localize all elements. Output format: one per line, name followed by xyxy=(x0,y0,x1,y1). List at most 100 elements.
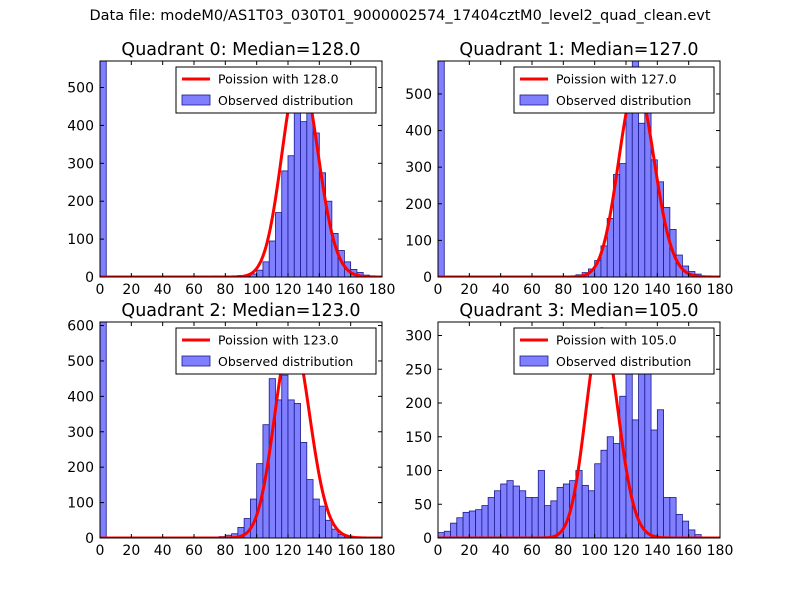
y-tick-label: 300 xyxy=(405,160,432,176)
y-tick-label: 0 xyxy=(85,270,94,286)
histogram-bar xyxy=(476,510,482,538)
histogram-bar xyxy=(257,270,263,277)
x-tick-label: 160 xyxy=(675,543,702,559)
x-tick-label: 140 xyxy=(644,282,671,298)
x-tick-label: 0 xyxy=(96,282,105,298)
panel-title: Quadrant 0: Median=128.0 xyxy=(121,40,360,60)
y-tick-label: 500 xyxy=(67,354,94,370)
histogram-bar xyxy=(519,491,525,538)
y-tick-label: 100 xyxy=(405,233,432,249)
x-tick-label: 0 xyxy=(96,543,105,559)
histogram-bar xyxy=(620,164,626,277)
x-tick-label: 100 xyxy=(581,282,608,298)
legend-entry-observed: Observed distribution xyxy=(218,93,353,108)
histogram-bar xyxy=(526,498,532,539)
x-tick-label: 180 xyxy=(369,282,396,298)
histogram-bar xyxy=(451,523,457,538)
histogram-bar xyxy=(551,501,557,538)
x-tick-label: 20 xyxy=(122,543,140,559)
histogram-bar xyxy=(657,410,663,538)
x-tick-label: 40 xyxy=(154,543,172,559)
x-tick-label: 60 xyxy=(523,543,541,559)
histogram-bar xyxy=(538,471,544,539)
y-tick-label: 200 xyxy=(405,197,432,213)
histogram-bar xyxy=(275,400,281,538)
histogram-bar xyxy=(326,520,332,538)
x-tick-label: 100 xyxy=(581,543,608,559)
legend: Poission with 123.0 Observed distribution xyxy=(176,328,376,374)
y-tick-label: 250 xyxy=(405,362,432,378)
histogram-bar xyxy=(613,444,619,539)
histogram-bar xyxy=(607,437,613,538)
legend-entry-observed: Observed distribution xyxy=(556,354,691,369)
histogram-bar xyxy=(488,498,494,539)
y-tick-label: 150 xyxy=(405,430,432,446)
y-tick-label: 300 xyxy=(67,425,94,441)
histogram-bar xyxy=(507,481,513,538)
legend-entry-model: Poission with 123.0 xyxy=(218,333,339,348)
x-tick-label: 0 xyxy=(434,543,443,559)
legend-bar-swatch xyxy=(182,95,210,105)
y-tick-label: 200 xyxy=(405,396,432,412)
y-tick-label: 50 xyxy=(414,497,432,513)
histogram-bar xyxy=(301,442,307,538)
x-tick-label: 80 xyxy=(216,282,234,298)
histogram-bar xyxy=(301,122,307,277)
figure-suptitle: Data file: modeM0/AS1T03_030T01_90000025… xyxy=(0,8,800,24)
y-tick-label: 400 xyxy=(67,118,94,134)
x-tick-label: 80 xyxy=(216,543,234,559)
x-tick-label: 100 xyxy=(243,282,270,298)
y-tick-label: 400 xyxy=(405,124,432,140)
y-tick-label: 200 xyxy=(67,460,94,476)
x-tick-label: 180 xyxy=(707,543,734,559)
y-tick-label: 500 xyxy=(405,87,432,103)
histogram-bar xyxy=(313,499,319,538)
legend-bar-swatch xyxy=(520,95,548,105)
histogram-bar xyxy=(288,156,294,277)
x-tick-label: 140 xyxy=(306,282,333,298)
x-tick-label: 0 xyxy=(434,282,443,298)
histogram-bar xyxy=(288,400,294,538)
legend-entry-model: Poission with 127.0 xyxy=(556,72,677,87)
histogram-bar xyxy=(282,375,288,538)
histogram-bar xyxy=(582,485,588,538)
histogram-bar xyxy=(482,506,488,538)
x-tick-label: 160 xyxy=(337,543,364,559)
histogram-bar xyxy=(595,464,601,538)
histogram-bar xyxy=(463,512,469,538)
legend-entry-observed: Observed distribution xyxy=(218,354,353,369)
histogram-bar xyxy=(682,521,688,538)
x-tick-label: 80 xyxy=(554,543,572,559)
panel-title: Quadrant 3: Median=105.0 xyxy=(459,301,698,321)
histogram-bar xyxy=(639,349,645,538)
x-tick-label: 40 xyxy=(492,543,510,559)
histogram-bar xyxy=(457,518,463,538)
y-tick-label: 0 xyxy=(85,531,94,547)
x-tick-label: 140 xyxy=(306,543,333,559)
legend: Poission with 105.0 Observed distribution xyxy=(514,328,714,374)
legend-bar-swatch xyxy=(182,356,210,366)
legend-entry-model: Poission with 105.0 xyxy=(556,333,677,348)
y-tick-label: 300 xyxy=(67,156,94,172)
x-tick-label: 60 xyxy=(523,282,541,298)
histogram-bar xyxy=(639,123,645,277)
panel-title: Quadrant 1: Median=127.0 xyxy=(459,40,698,60)
histogram-bar xyxy=(676,514,682,538)
x-tick-label: 180 xyxy=(707,282,734,298)
histogram-bar xyxy=(100,322,106,538)
x-tick-label: 160 xyxy=(675,282,702,298)
panel-title: Quadrant 2: Median=123.0 xyxy=(121,301,360,321)
histogram-bar xyxy=(545,506,551,538)
histogram-bar xyxy=(469,511,475,538)
histogram-bar xyxy=(501,484,507,538)
histogram-bar xyxy=(263,262,269,277)
x-tick-label: 100 xyxy=(243,543,270,559)
histogram-bar xyxy=(588,491,594,538)
histogram-bar xyxy=(319,506,325,538)
x-tick-label: 40 xyxy=(492,282,510,298)
